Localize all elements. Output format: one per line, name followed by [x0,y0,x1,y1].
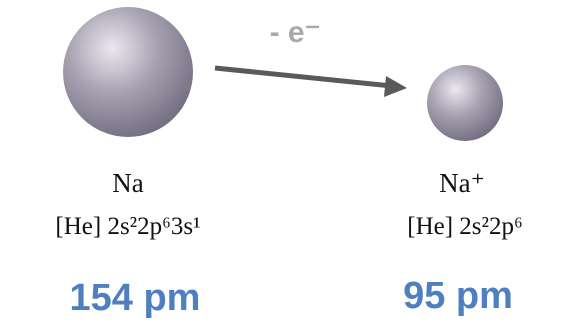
radius: 154 pm [70,277,201,319]
configuration: [He] 2s²2p⁶3s¹ [55,213,200,240]
sodium-ion [427,65,503,141]
sodium-atom [63,7,193,137]
radius: 95 pm [403,275,513,317]
electron-loss: - e⁻ [270,16,321,49]
symbol: Na [112,168,143,198]
diagram: - e⁻ Na [He] 2s²2p⁶3s¹ 154 pm Na⁺ [He] 2… [0,0,562,328]
configuration: [He] 2s²2p⁶ [407,213,523,240]
symbol: Na⁺ [439,168,485,198]
arrow-shaft [215,68,392,86]
arrow-head [384,76,407,97]
